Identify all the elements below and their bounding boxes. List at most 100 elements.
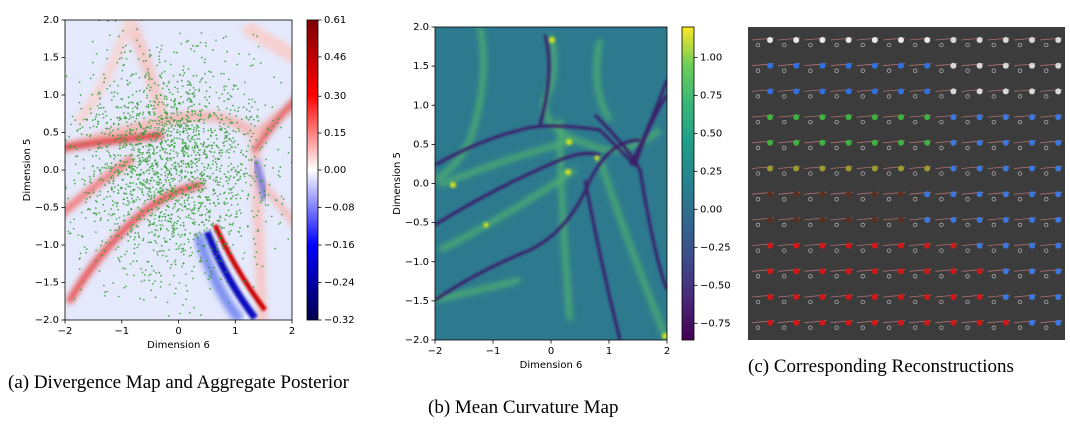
colorbar-tick-label: −0.25 — [700, 242, 731, 253]
thumb-base — [834, 42, 839, 48]
thumb-object — [950, 139, 957, 146]
thumb-object — [871, 216, 878, 223]
colorbar-tick-label: 0.46 — [324, 52, 346, 63]
thumb-base — [1044, 222, 1049, 228]
thumb-object — [793, 165, 800, 172]
thumb-base — [1017, 248, 1023, 253]
thumb-object — [819, 242, 826, 249]
thumbnail — [935, 88, 958, 99]
thumbnail — [1013, 268, 1037, 279]
thumb-object — [976, 88, 983, 95]
thumb-object — [871, 319, 878, 326]
thumb-object — [1002, 114, 1009, 121]
thumbnail — [909, 165, 932, 176]
thumb-object — [1055, 216, 1062, 223]
thumb-base — [939, 274, 944, 279]
y-tick-label: 1.5 — [43, 53, 59, 64]
thumbnail — [987, 139, 1010, 150]
thumb-base — [755, 197, 761, 202]
thumbnail — [1040, 319, 1063, 330]
thumb-object — [976, 114, 983, 121]
thumb-object — [1055, 88, 1062, 95]
y-tick-label: 1.0 — [413, 100, 429, 111]
thumb-object — [1055, 294, 1062, 300]
colorbar-tick-label: 0.25 — [700, 166, 722, 177]
thumbnail — [1013, 319, 1037, 330]
y-tick-label: 0.0 — [413, 179, 429, 190]
thumbnail — [778, 37, 801, 48]
thumb-base — [834, 274, 839, 279]
thumbnail — [935, 191, 958, 202]
y-tick-label: 2.0 — [43, 15, 59, 26]
thumb-object — [819, 62, 826, 69]
thumb-object — [1029, 319, 1035, 326]
thumb-object — [793, 191, 800, 198]
thumbnail — [751, 165, 775, 176]
colorbar-tick-label: −0.16 — [324, 240, 355, 251]
thumb-base — [1017, 325, 1023, 330]
y-tick-label: 0.5 — [413, 139, 429, 150]
thumb-object — [976, 294, 983, 300]
thumb-object — [845, 319, 852, 326]
thumb-base — [834, 222, 839, 228]
thumb-object — [767, 294, 773, 300]
thumb-base — [808, 94, 813, 99]
y-axis-label: Dimension 5 — [22, 139, 33, 202]
thumb-object — [924, 242, 931, 249]
thumb-base — [782, 197, 787, 202]
thumb-base — [782, 68, 787, 73]
thumb-base — [782, 222, 787, 228]
thumbnail — [909, 216, 932, 228]
thumbnail — [856, 319, 879, 330]
thumbnail — [751, 139, 775, 150]
thumbnail — [1013, 216, 1037, 228]
thumb-object — [845, 88, 852, 95]
thumb-base — [782, 145, 787, 150]
thumbnail — [856, 165, 879, 176]
thumb-base — [834, 119, 839, 125]
y-axis-label: Dimension 5 — [392, 152, 403, 215]
thumb-object — [1002, 139, 1009, 146]
thumb-base — [886, 145, 892, 150]
thumb-object — [976, 191, 983, 198]
thumbnail — [935, 165, 958, 176]
thumbnail — [1040, 62, 1063, 73]
thumbnail — [804, 294, 827, 305]
thumb-base — [1017, 42, 1023, 48]
thumbnail — [882, 242, 906, 253]
thumb-base — [965, 94, 970, 99]
thumb-object — [1002, 242, 1009, 249]
thumbnail — [935, 114, 958, 125]
x-tick-label: 0 — [548, 346, 554, 357]
thumb-base — [991, 42, 996, 48]
thumb-base — [782, 274, 787, 279]
thumbnail — [856, 62, 879, 73]
thumbnail — [751, 191, 775, 202]
thumb-object — [767, 191, 773, 198]
thumb-base — [939, 119, 944, 125]
thumb-base — [834, 171, 839, 176]
thumb-base — [991, 171, 996, 176]
thumb-object — [793, 216, 800, 223]
thumb-object — [1055, 114, 1062, 121]
thumb-object — [819, 294, 826, 300]
thumb-object — [845, 62, 852, 69]
thumbnail — [935, 37, 958, 48]
thumb-base — [808, 197, 813, 202]
thumb-base — [1044, 42, 1049, 48]
thumb-base — [1044, 274, 1049, 279]
thumbnail — [751, 114, 775, 125]
thumb-object — [898, 294, 904, 300]
colorbar-tick-label: 0.50 — [700, 128, 722, 139]
thumb-object — [793, 114, 800, 121]
y-tick-label: 1.5 — [413, 61, 429, 72]
thumbnail — [1040, 294, 1063, 305]
thumb-base — [939, 325, 944, 330]
thumb-base — [755, 42, 761, 48]
thumb-base — [965, 197, 970, 202]
thumb-base — [782, 171, 787, 176]
thumb-base — [886, 299, 892, 305]
thumb-object — [950, 242, 957, 249]
colorbar-tick-label: 0.00 — [700, 204, 722, 215]
thumbnail — [804, 114, 827, 125]
